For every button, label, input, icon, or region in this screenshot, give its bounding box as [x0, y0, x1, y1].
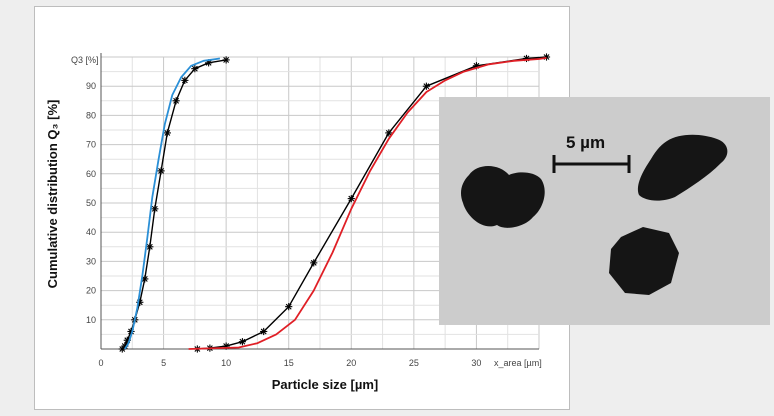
particle-micrograph [439, 97, 770, 325]
data-point-star [181, 76, 189, 84]
star-stroke [181, 77, 188, 84]
y-tick-label: 70 [86, 140, 96, 150]
data-point-star [172, 97, 180, 105]
particle-blob-right [637, 134, 728, 201]
star-stroke [158, 167, 165, 174]
star-stroke [164, 129, 171, 136]
y-axis-title: Cumulative distribution Q₃ [%] [45, 100, 60, 289]
data-point-star [542, 53, 551, 61]
particle-blob-left [461, 166, 545, 228]
star-stroke [173, 97, 180, 104]
star-stroke [260, 328, 267, 335]
scale-bar-label: 5 µm [566, 133, 606, 152]
data-point-star [260, 327, 268, 336]
x-tick-label: 0 [98, 358, 103, 368]
x-tick-label: 5 [161, 358, 166, 368]
data-point-star [157, 167, 165, 175]
axes [100, 53, 539, 350]
data-point-star [222, 56, 230, 64]
series-line-fine-black-star [121, 59, 227, 350]
star-stroke [239, 338, 246, 345]
data-point-star [238, 338, 247, 346]
star-stroke [191, 65, 198, 72]
x-tick-label: 25 [409, 358, 419, 368]
y-axis-unit-label: Q3 [%] [71, 55, 99, 65]
star-stroke [146, 243, 153, 250]
star-stroke [121, 343, 128, 350]
star-stroke [205, 59, 212, 66]
data-point-star [285, 303, 293, 311]
scale-bar [552, 155, 631, 173]
y-tick-label: 30 [86, 256, 96, 266]
star-stroke [223, 56, 230, 63]
particle-blob-bottom [609, 227, 679, 295]
series-line-coarse-red-line [188, 57, 547, 350]
star-stroke [285, 303, 292, 310]
x-axis-title: Particle size [µm] [272, 377, 378, 392]
y-tick-label: 10 [86, 315, 96, 325]
x-tick-label: 15 [284, 358, 294, 368]
x-tick-label: 10 [221, 358, 231, 368]
y-tick-label: 50 [86, 198, 96, 208]
data-series [118, 53, 551, 353]
star-stroke [385, 129, 392, 136]
star-stroke [423, 83, 430, 90]
data-point-star [422, 82, 430, 90]
star-stroke [151, 205, 158, 212]
star-stroke [348, 195, 355, 202]
data-point-star [347, 195, 355, 203]
star-stroke [310, 259, 317, 266]
x-axis-unit-label: x_area [µm] [494, 358, 542, 368]
data-point-star [151, 205, 159, 213]
star-stroke [124, 337, 131, 344]
data-point-star [310, 259, 318, 267]
data-point-star [191, 65, 199, 73]
particle-size-chart: 0 5 10 15 20 25 30 10 20 30 40 50 60 70 80 90 Q3 [%] x_… [45, 53, 551, 392]
y-tick-label: 20 [86, 286, 96, 296]
series-line-fine-blue-line [124, 57, 221, 350]
star-stroke [141, 275, 148, 282]
y-tick-label: 40 [86, 227, 96, 237]
data-point-star [146, 243, 154, 251]
data-point-star [385, 129, 393, 137]
y-tick-label: 80 [86, 110, 96, 120]
y-tick-label: 60 [86, 169, 96, 179]
x-tick-label: 30 [471, 358, 481, 368]
x-tick-label: 20 [346, 358, 356, 368]
data-point-star [163, 129, 171, 137]
y-tick-label: 90 [86, 81, 96, 91]
star-stroke [473, 62, 480, 69]
tick-labels: 0 5 10 15 20 25 30 10 20 30 40 50 60 70 80 90 [86, 81, 481, 368]
data-point-star [141, 275, 149, 283]
